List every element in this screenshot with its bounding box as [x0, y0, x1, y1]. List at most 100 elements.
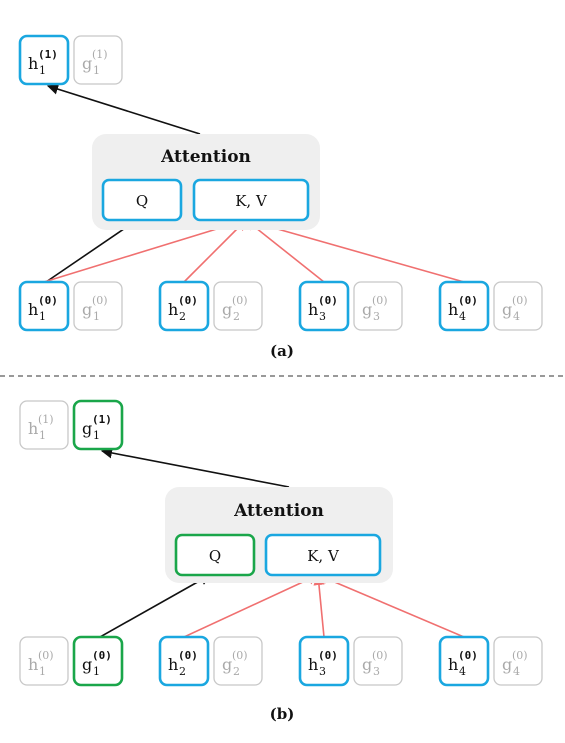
input-node-g4: g 4 (0) [493, 281, 543, 331]
input-node-g1: g 1 (0) [73, 281, 123, 331]
node-box [298, 280, 350, 332]
query-label: Q [209, 547, 221, 565]
node-superscript: (1) [38, 48, 58, 61]
node-box [72, 399, 124, 451]
key-value-arrow [316, 573, 465, 638]
query-label: Q [136, 192, 148, 210]
attention-block: Attention Q K, V [165, 487, 393, 583]
node-box [158, 280, 210, 332]
input-node-g3: g 3 (0) [353, 281, 403, 331]
node-box [213, 281, 263, 331]
node-superscript: (0) [512, 294, 528, 307]
node-subscript: 1 [93, 429, 100, 442]
node-subscript: 3 [319, 665, 326, 678]
input-node-g2: g 2 (0) [213, 636, 263, 686]
node-subscript: 4 [459, 310, 466, 323]
node-symbol: g [82, 655, 92, 674]
node-subscript: 2 [179, 665, 186, 678]
node-subscript: 2 [233, 310, 240, 323]
key-value-arrow [183, 219, 247, 283]
key-value-arrow [313, 573, 325, 638]
node-box [353, 636, 403, 686]
key-value-arrow [244, 217, 465, 283]
node-subscript: 4 [513, 665, 520, 678]
node-superscript: (1) [38, 413, 54, 426]
node-symbol: g [362, 655, 372, 674]
key-value-arrow [183, 574, 320, 638]
node-symbol: h [308, 655, 318, 674]
node-subscript: 4 [459, 665, 466, 678]
node-symbol: h [448, 655, 458, 674]
input-node-h2: h 2 (0) [158, 280, 210, 332]
node-symbol: h [168, 655, 178, 674]
node-symbol: g [502, 300, 512, 319]
node-superscript: (0) [232, 649, 248, 662]
node-symbol: h [308, 300, 318, 319]
node-symbol: g [222, 300, 232, 319]
node-box [213, 636, 263, 686]
panel-caption: (a) [270, 342, 294, 360]
node-superscript: (0) [318, 294, 338, 307]
node-box [19, 400, 69, 450]
output-node-h1-1: h 1 (1) [18, 34, 70, 86]
node-superscript: (0) [512, 649, 528, 662]
node-box [73, 281, 123, 331]
node-symbol: g [502, 655, 512, 674]
node-box [19, 636, 69, 686]
node-superscript: (0) [372, 649, 388, 662]
key-value-label: K, V [235, 192, 268, 210]
node-superscript: (0) [38, 294, 58, 307]
node-superscript: (0) [92, 649, 112, 662]
node-superscript: (1) [92, 413, 112, 426]
node-superscript: (0) [372, 294, 388, 307]
node-subscript: 4 [513, 310, 520, 323]
node-symbol: g [82, 300, 92, 319]
query-box [174, 533, 256, 577]
output-node-h1-1: h 1 (1) [19, 400, 69, 450]
node-box [18, 280, 70, 332]
node-subscript: 1 [39, 665, 46, 678]
node-subscript: 1 [39, 64, 46, 77]
output-node-g1-2: g 1 (1) [73, 35, 123, 85]
input-node-h2: h 2 (0) [158, 635, 210, 687]
node-box [438, 280, 490, 332]
query-arrow [99, 574, 211, 638]
node-symbol: g [82, 419, 92, 438]
node-symbol: h [448, 300, 458, 319]
input-node-g4: g 4 (0) [493, 636, 543, 686]
key-value-arrow [245, 219, 325, 283]
node-superscript: (1) [92, 48, 108, 61]
node-subscript: 3 [373, 310, 380, 323]
input-node-g2: g 2 (0) [213, 281, 263, 331]
node-box [18, 34, 70, 86]
output-arrow [46, 83, 201, 135]
node-symbol: h [28, 300, 38, 319]
input-node-g1: g 1 (0) [72, 635, 124, 687]
node-superscript: (0) [458, 649, 478, 662]
node-symbol: g [362, 300, 372, 319]
input-node-h4: h 4 (0) [438, 280, 490, 332]
node-symbol: g [82, 54, 92, 73]
node-superscript: (0) [458, 294, 478, 307]
input-node-h1: h 1 (0) [19, 636, 69, 686]
attention-title: Attention [233, 501, 324, 521]
node-subscript: 1 [39, 429, 46, 442]
node-subscript: 1 [93, 310, 100, 323]
node-subscript: 3 [373, 665, 380, 678]
input-node-h4: h 4 (0) [438, 635, 490, 687]
attention-title: Attention [160, 147, 251, 167]
input-node-g3: g 3 (0) [353, 636, 403, 686]
input-node-h3: h 3 (0) [298, 635, 350, 687]
key-value-box [192, 178, 310, 222]
attention-block: Attention Q K, V [92, 134, 320, 230]
node-box [438, 635, 490, 687]
node-box [298, 635, 350, 687]
arrows-layer [43, 83, 465, 638]
node-superscript: (0) [38, 649, 54, 662]
node-subscript: 2 [179, 310, 186, 323]
node-subscript: 1 [39, 310, 46, 323]
node-symbol: h [28, 54, 38, 73]
query-box [101, 178, 183, 222]
